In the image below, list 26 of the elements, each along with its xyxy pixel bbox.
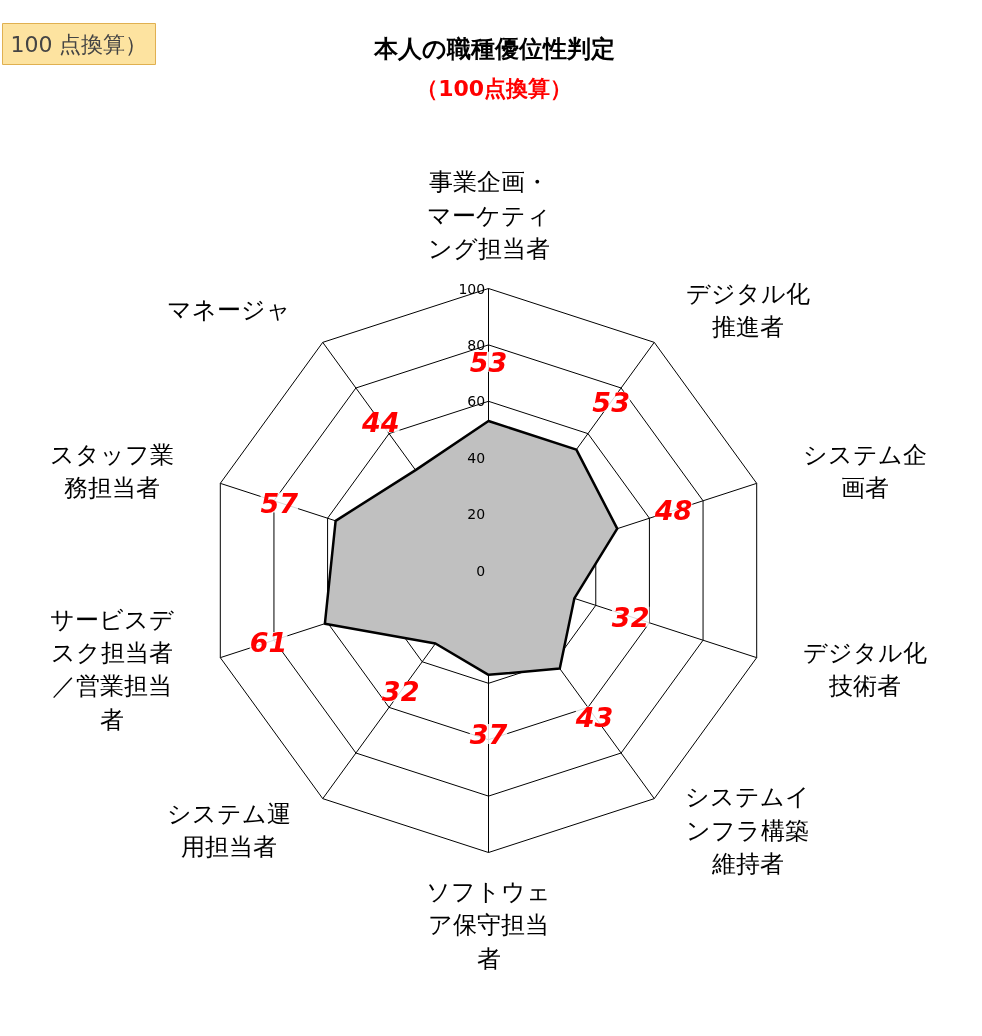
text: 100 点換算） <box>10 31 148 57</box>
data-label: 48 <box>653 495 693 527</box>
y-tick-label: 40 <box>467 449 486 466</box>
data-label: 32 <box>611 601 650 633</box>
chart-title: 本人の職種優位性判定 <box>372 34 615 63</box>
spoke-label: マネージャ <box>167 296 292 325</box>
y-tick-label: 100 <box>458 280 486 297</box>
spoke-label: ソフトウェア保守担当者 <box>426 877 551 973</box>
spoke-label: システム企画者 <box>802 440 927 502</box>
y-tick-label: 0 <box>476 562 486 579</box>
spoke-label: システム運用担当者 <box>167 799 292 862</box>
data-label: 32 <box>381 676 420 708</box>
data-label: 44 <box>360 407 400 439</box>
data-label: 53 <box>592 386 630 418</box>
spoke-label: スタッフ業務担当者 <box>50 440 175 502</box>
spoke-label: 事業企画・マーケティング担当者 <box>426 168 551 264</box>
spoke-label: デジタル化推進者 <box>685 279 810 342</box>
spoke-label: サービスデスク担当者／営業担当者 <box>50 605 175 734</box>
spoke-label: デジタル化技術者 <box>802 639 927 701</box>
spoke-label: システムインフラ構築維持者 <box>685 783 811 878</box>
chart-subtitle: （100点換算） <box>416 76 573 101</box>
y-tick-label: 20 <box>467 506 486 523</box>
data-label: 37 <box>469 719 508 751</box>
data-label: 57 <box>260 487 299 519</box>
data-label: 61 <box>249 626 288 658</box>
data-label: 43 <box>574 701 614 733</box>
